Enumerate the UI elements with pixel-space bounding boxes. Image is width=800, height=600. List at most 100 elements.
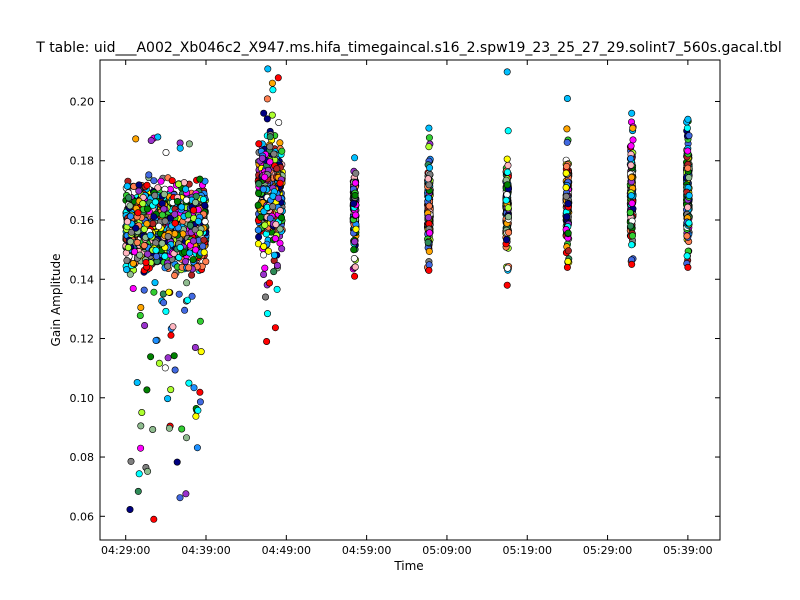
data-point	[503, 191, 511, 199]
data-point	[151, 198, 159, 206]
data-point	[196, 175, 204, 183]
data-point	[136, 251, 144, 259]
data-point	[276, 139, 284, 147]
data-point	[352, 225, 360, 233]
data-point	[194, 217, 202, 225]
data-point	[196, 388, 204, 396]
data-point	[254, 226, 262, 234]
data-point	[189, 256, 197, 264]
data-point	[134, 209, 142, 217]
data-point	[424, 214, 432, 222]
data-point	[628, 232, 636, 240]
data-point	[161, 252, 169, 260]
data-point	[504, 264, 512, 272]
data-point	[128, 228, 136, 236]
data-point	[164, 233, 172, 241]
data-point	[185, 379, 193, 387]
data-point	[563, 95, 571, 103]
data-point	[147, 353, 155, 361]
data-point	[197, 348, 205, 356]
data-point	[155, 222, 163, 230]
y-tick-label: 0.20	[70, 95, 95, 108]
data-point	[154, 184, 162, 192]
data-point	[259, 185, 267, 193]
data-point	[162, 307, 170, 315]
data-point	[266, 143, 274, 151]
data-point	[626, 209, 634, 217]
data-point	[278, 147, 286, 155]
x-tick-label: 04:39:00	[181, 544, 230, 557]
data-point	[504, 204, 512, 212]
data-point	[173, 198, 181, 206]
data-point	[352, 211, 360, 219]
data-point	[274, 194, 282, 202]
data-point	[190, 384, 198, 392]
data-point	[193, 444, 201, 452]
data-point	[150, 515, 158, 523]
data-point	[164, 354, 172, 362]
data-point	[192, 412, 200, 420]
data-point	[183, 279, 191, 287]
y-tick-label: 0.18	[70, 155, 95, 168]
data-point	[191, 226, 199, 234]
data-point	[155, 359, 163, 367]
data-point	[123, 266, 131, 274]
data-point	[263, 95, 271, 103]
data-point	[133, 239, 141, 247]
data-point	[628, 199, 636, 207]
data-point	[263, 337, 271, 345]
data-point	[275, 119, 283, 127]
y-tick-label: 0.06	[70, 510, 95, 523]
data-point	[131, 248, 139, 256]
data-point	[504, 213, 512, 221]
data-point	[263, 115, 271, 123]
data-point	[351, 238, 359, 246]
data-point	[562, 192, 570, 200]
data-point	[145, 171, 153, 179]
data-point	[167, 331, 175, 339]
data-point	[269, 86, 277, 94]
data-point	[266, 214, 274, 222]
data-point	[271, 235, 279, 243]
data-point	[261, 221, 269, 229]
y-tick-label: 0.16	[70, 214, 95, 227]
y-tick-label: 0.14	[70, 273, 95, 286]
data-point	[266, 158, 274, 166]
data-point	[276, 179, 284, 187]
data-point	[125, 194, 133, 202]
data-point	[185, 140, 193, 148]
data-point	[259, 251, 267, 259]
data-point	[425, 143, 433, 151]
data-point	[503, 68, 511, 76]
data-point	[504, 161, 512, 169]
data-point	[272, 220, 280, 228]
data-point	[201, 202, 209, 210]
data-point	[126, 505, 134, 513]
data-point	[684, 115, 692, 123]
data-point	[158, 211, 166, 219]
x-tick-label: 05:29:00	[583, 544, 632, 557]
data-point	[186, 249, 194, 257]
data-point	[270, 251, 278, 259]
data-point	[181, 306, 189, 314]
data-point	[191, 343, 199, 351]
data-point	[258, 154, 266, 162]
data-point	[350, 200, 358, 208]
data-point	[424, 238, 432, 246]
data-point	[182, 257, 190, 265]
data-point	[627, 161, 635, 169]
data-point	[167, 386, 175, 394]
data-point	[139, 200, 147, 208]
data-point	[276, 207, 284, 215]
data-point	[564, 200, 572, 208]
x-tick-label: 04:49:00	[262, 544, 311, 557]
data-point	[135, 181, 143, 189]
data-point	[425, 247, 433, 255]
data-point	[176, 144, 184, 152]
data-point	[146, 231, 154, 239]
data-point	[161, 217, 169, 225]
data-point	[164, 262, 172, 270]
data-point	[684, 203, 692, 211]
data-point	[126, 270, 134, 278]
data-point	[503, 168, 511, 176]
